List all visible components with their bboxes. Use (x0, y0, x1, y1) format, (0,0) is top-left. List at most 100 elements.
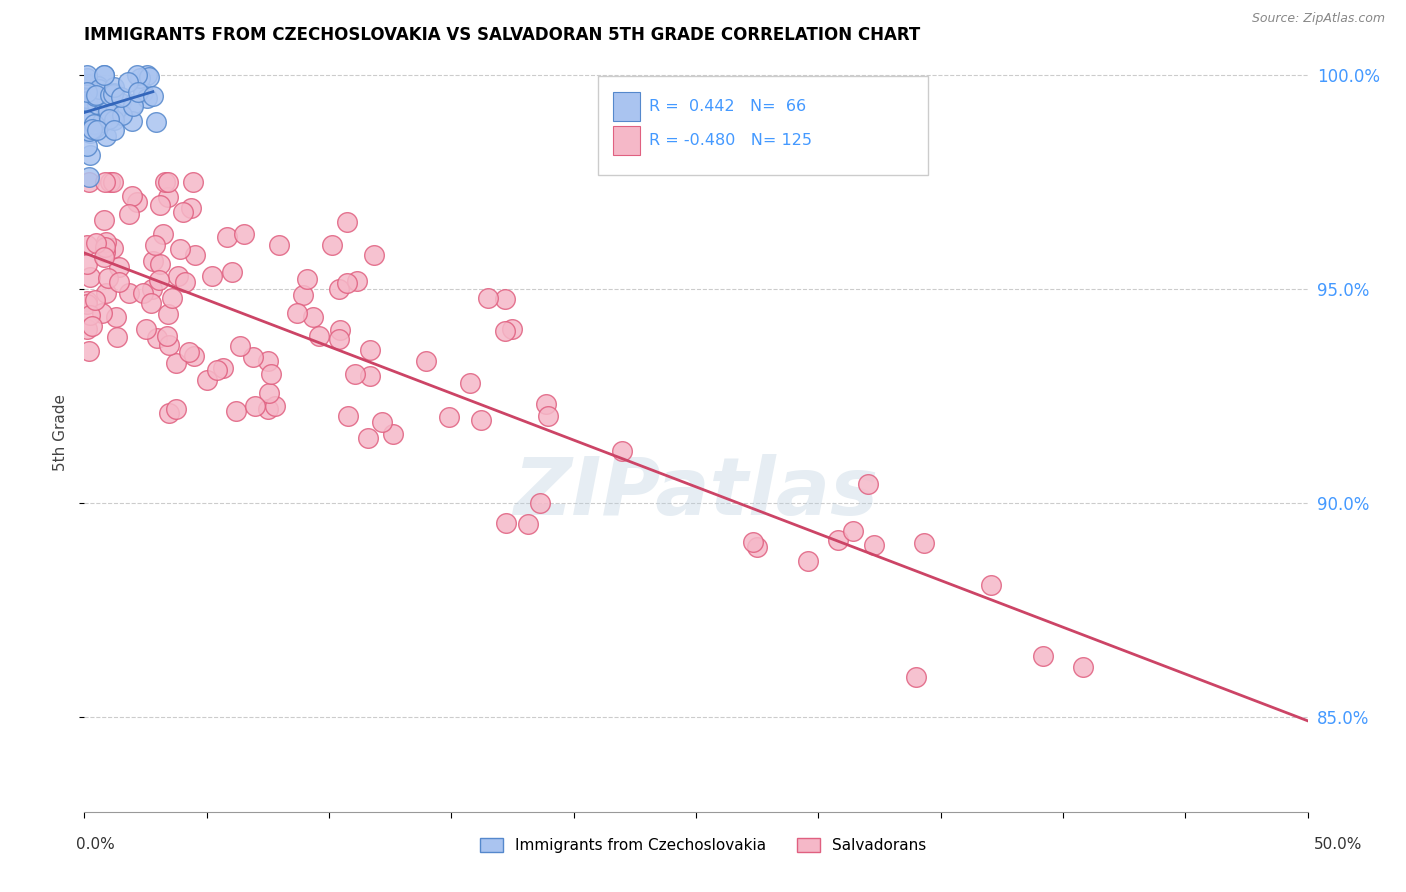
Point (359, 343, 381, 357)
Point (458, 376, 481, 391)
Point (257, 401, 280, 416)
Point (105, 330, 128, 344)
Point (94, 239, 117, 253)
FancyBboxPatch shape (598, 77, 928, 175)
Point (97, 270, 120, 285)
Legend: Immigrants from Czechoslovakia, Salvadorans: Immigrants from Czechoslovakia, Salvador… (474, 832, 932, 859)
Point (83, 117, 105, 131)
Point (82, 112, 104, 127)
Point (111, 108, 134, 122)
Bar (613, 92, 640, 121)
Text: Source: ZipAtlas.com: Source: ZipAtlas.com (1251, 12, 1385, 25)
Point (125, 68, 148, 82)
Point (264, 399, 287, 413)
Point (337, 409, 360, 423)
Point (217, 230, 239, 244)
Point (93, 68, 115, 82)
Point (297, 271, 319, 285)
Point (165, 402, 187, 417)
Point (76, 107, 98, 121)
Point (76, 68, 98, 82)
Point (494, 324, 516, 338)
Point (101, 87, 124, 101)
Point (94, 175, 117, 189)
Point (132, 85, 155, 99)
Point (225, 404, 247, 418)
Point (501, 322, 523, 336)
Text: 0.0%: 0.0% (76, 838, 115, 852)
Point (135, 91, 157, 105)
Point (135, 322, 157, 336)
Point (260, 368, 283, 382)
Point (79, 120, 101, 135)
Point (101, 241, 124, 255)
Point (76, 94, 98, 108)
Point (117, 75, 139, 89)
Point (83, 76, 105, 90)
Point (76, 322, 98, 336)
Point (177, 344, 200, 359)
Point (107, 260, 129, 275)
Point (84, 88, 107, 103)
Point (76, 296, 98, 310)
Point (259, 386, 281, 401)
Point (87, 99, 110, 113)
Point (93, 213, 115, 227)
Point (148, 273, 170, 287)
Point (76, 113, 98, 128)
Point (79, 309, 101, 323)
Point (79, 148, 101, 162)
Point (285, 306, 308, 320)
Point (437, 409, 460, 424)
Point (141, 282, 163, 296)
Point (98, 112, 121, 126)
Point (904, 670, 927, 684)
Point (104, 105, 127, 120)
Point (863, 538, 886, 552)
Point (160, 292, 183, 306)
Point (167, 269, 190, 284)
Point (94, 244, 117, 259)
Point (797, 554, 820, 568)
Point (101, 175, 124, 189)
Point (211, 360, 233, 375)
Bar (613, 127, 640, 155)
Point (827, 533, 849, 548)
Point (76, 85, 98, 99)
Point (135, 68, 157, 82)
Point (745, 540, 768, 554)
Point (143, 238, 166, 252)
Point (118, 286, 141, 301)
Point (149, 257, 172, 271)
Point (77, 124, 100, 138)
Point (100, 175, 122, 189)
Text: R =  0.442   N=  66: R = 0.442 N= 66 (650, 99, 807, 114)
Point (157, 406, 180, 420)
Point (87, 78, 110, 93)
Y-axis label: 5th Grade: 5th Grade (52, 394, 67, 471)
Point (96, 105, 118, 120)
Point (80, 318, 103, 333)
Point (470, 413, 492, 427)
Point (125, 194, 148, 209)
Point (302, 310, 325, 324)
Text: IMMIGRANTS FROM CZECHOSLOVAKIA VS SALVADORAN 5TH GRADE CORRELATION CHART: IMMIGRANTS FROM CZECHOSLOVAKIA VS SALVAD… (84, 26, 921, 44)
Point (346, 274, 368, 288)
Point (91, 305, 114, 319)
Point (180, 201, 202, 215)
Point (328, 282, 350, 296)
Point (139, 296, 162, 310)
Point (103, 86, 125, 100)
Point (363, 248, 385, 262)
Point (94, 128, 117, 143)
Point (86, 235, 108, 250)
Point (336, 276, 359, 290)
Point (94, 235, 117, 249)
Point (153, 175, 176, 189)
Point (536, 397, 558, 411)
Point (121, 98, 143, 112)
Point (94, 286, 117, 301)
Point (82, 93, 104, 107)
Point (76, 139, 98, 153)
Point (537, 409, 560, 423)
